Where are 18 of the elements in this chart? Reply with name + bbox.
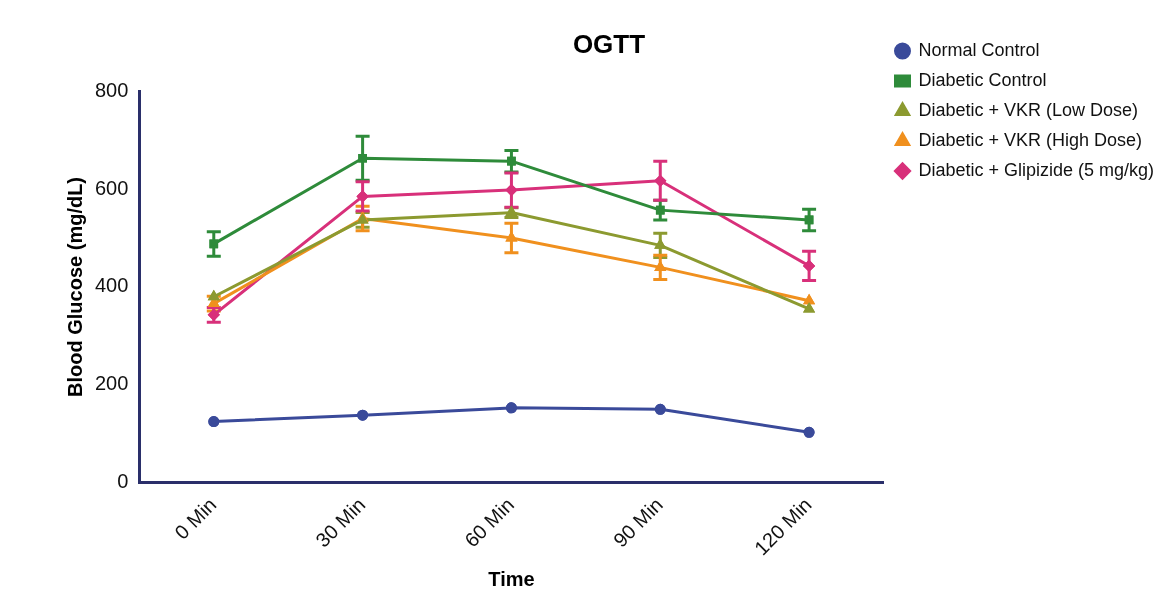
x-tick-label: 90 Min (608, 493, 667, 552)
legend-label: Normal Control (918, 39, 1040, 60)
legend-label: Diabetic Control (918, 69, 1047, 90)
y-axis-title: Blood Glucose (mg/dL) (63, 176, 86, 397)
chart-title: OGTT (572, 28, 646, 59)
x-tick-label: 60 Min (460, 493, 519, 552)
x-tick-label: 0 Min (170, 493, 221, 544)
y-tick-label: 200 (94, 372, 129, 395)
y-tick-label: 0 (117, 470, 129, 493)
y-tick-label: 400 (94, 274, 129, 297)
x-tick-label: 30 Min (311, 493, 370, 552)
x-axis-title: Time (488, 567, 535, 590)
y-tick-label: 600 (94, 176, 129, 199)
legend-label: Diabetic + Glipizide (5 mg/kg) (918, 159, 1155, 180)
legend-label: Diabetic + VKR (Low Dose) (918, 99, 1139, 120)
y-tick-label: 800 (94, 78, 129, 101)
x-tick-label: 120 Min (749, 493, 816, 560)
legend-label: Diabetic + VKR (High Dose) (918, 129, 1143, 150)
